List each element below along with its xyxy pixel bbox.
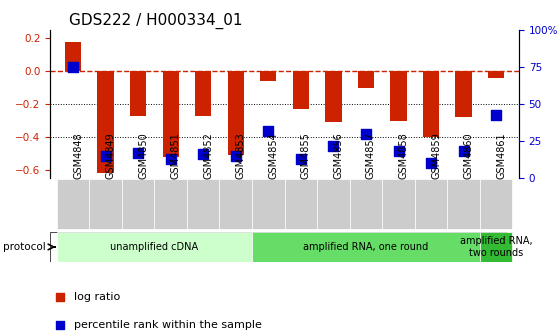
Point: [459, 149, 468, 154]
Point: [362, 131, 371, 136]
Bar: [455, 71, 472, 117]
Text: GSM4849: GSM4849: [105, 132, 116, 179]
Bar: [57, 179, 89, 228]
Text: GSM4852: GSM4852: [203, 132, 213, 179]
Point: [365, 204, 374, 209]
Text: protocol: protocol: [3, 242, 46, 252]
Point: [101, 153, 110, 159]
Bar: [252, 179, 285, 228]
Bar: [391, 71, 407, 121]
Bar: [130, 71, 146, 116]
Text: GDS222 / H000334_01: GDS222 / H000334_01: [69, 13, 243, 29]
Point: [296, 156, 305, 162]
Text: GSM4855: GSM4855: [301, 132, 311, 179]
Bar: [89, 179, 122, 228]
Point: [492, 112, 501, 117]
Text: GSM4859: GSM4859: [431, 132, 441, 179]
Bar: [57, 232, 252, 262]
Bar: [260, 71, 276, 81]
Bar: [415, 179, 448, 228]
Point: [329, 143, 338, 148]
Bar: [317, 179, 350, 228]
Bar: [293, 71, 309, 109]
Point: [394, 149, 403, 154]
Text: GSM4858: GSM4858: [398, 132, 408, 179]
Bar: [448, 179, 480, 228]
Text: GSM4861: GSM4861: [496, 132, 506, 179]
Text: amplified RNA,
two rounds: amplified RNA, two rounds: [460, 236, 532, 258]
Bar: [480, 179, 512, 228]
Point: [69, 65, 78, 70]
Bar: [187, 179, 219, 228]
Bar: [155, 179, 187, 228]
Bar: [195, 71, 211, 116]
Text: GSM4857: GSM4857: [366, 132, 376, 179]
Bar: [423, 71, 439, 137]
Point: [199, 152, 208, 157]
Bar: [350, 179, 382, 228]
Text: GSM4860: GSM4860: [464, 132, 474, 179]
Text: GSM4851: GSM4851: [171, 132, 181, 179]
Bar: [162, 71, 179, 157]
Text: amplified RNA, one round: amplified RNA, one round: [304, 242, 429, 252]
Bar: [228, 71, 244, 155]
Text: GSM4853: GSM4853: [235, 132, 246, 179]
Bar: [488, 71, 504, 78]
Text: GSM4848: GSM4848: [73, 132, 83, 179]
Bar: [98, 71, 114, 173]
Point: [231, 153, 240, 159]
Text: percentile rank within the sample: percentile rank within the sample: [74, 320, 262, 330]
Text: log ratio: log ratio: [74, 292, 120, 302]
Bar: [65, 42, 81, 71]
Bar: [252, 232, 480, 262]
Text: unamplified cDNA: unamplified cDNA: [110, 242, 199, 252]
Bar: [285, 179, 317, 228]
Bar: [122, 179, 155, 228]
Bar: [382, 179, 415, 228]
Point: [426, 161, 435, 166]
Point: [133, 150, 142, 156]
Bar: [358, 71, 374, 88]
Point: [166, 156, 175, 162]
Bar: [219, 179, 252, 228]
Bar: [325, 71, 341, 122]
Text: GSM4850: GSM4850: [138, 132, 148, 179]
Text: GSM4856: GSM4856: [333, 132, 343, 179]
Bar: [480, 232, 512, 262]
Point: [264, 128, 273, 133]
Text: GSM4854: GSM4854: [268, 132, 278, 179]
